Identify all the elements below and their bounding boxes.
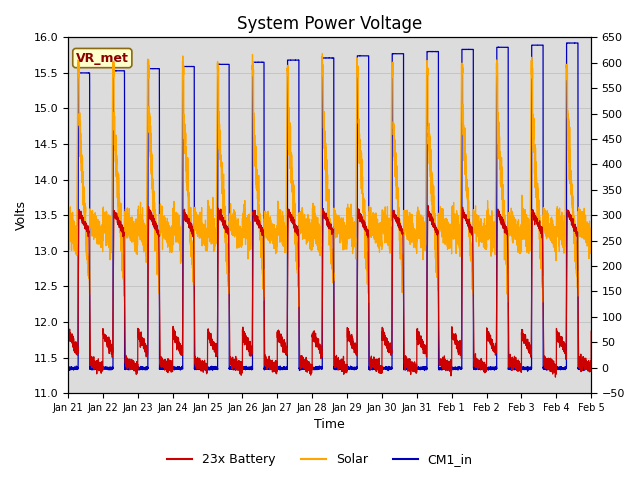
- Title: System Power Voltage: System Power Voltage: [237, 15, 422, 33]
- Legend: 23x Battery, Solar, CM1_in: 23x Battery, Solar, CM1_in: [163, 448, 477, 471]
- 23x Battery: [260, 278, 268, 284]
- 23x Battery: [171, 336, 179, 342]
- Solar: [476, 223, 484, 229]
- Solar: [64, 208, 72, 214]
- CM1_in: [402, 367, 410, 372]
- CM1_in: [476, 366, 484, 372]
- 23x Battery: [176, 347, 184, 352]
- CM1_in: [171, 367, 179, 372]
- CM1_in: [260, 60, 268, 65]
- Solar: [176, 239, 184, 244]
- Solar: [319, 51, 326, 57]
- CM1_in: [564, 40, 572, 46]
- Text: VR_met: VR_met: [76, 51, 129, 65]
- Solar: [171, 232, 179, 238]
- CM1_in: [586, 366, 593, 372]
- Line: CM1_in: CM1_in: [68, 43, 591, 371]
- Solar: [295, 303, 303, 309]
- 23x Battery: [424, 203, 432, 208]
- 23x Battery: [402, 353, 410, 359]
- Line: 23x Battery: 23x Battery: [68, 205, 591, 377]
- Solar: [260, 294, 268, 300]
- 23x Battery: [586, 360, 593, 366]
- Y-axis label: Volts: Volts: [15, 200, 28, 230]
- Solar: [588, 231, 595, 237]
- CM1_in: [588, 366, 595, 372]
- Solar: [586, 236, 593, 242]
- CM1_in: [64, 366, 72, 372]
- 23x Battery: [64, 326, 72, 332]
- CM1_in: [176, 365, 184, 371]
- 23x Battery: [552, 374, 559, 380]
- Solar: [402, 219, 410, 225]
- Line: Solar: Solar: [68, 54, 591, 306]
- 23x Battery: [588, 328, 595, 334]
- X-axis label: Time: Time: [314, 419, 345, 432]
- CM1_in: [524, 368, 531, 374]
- 23x Battery: [476, 359, 484, 365]
